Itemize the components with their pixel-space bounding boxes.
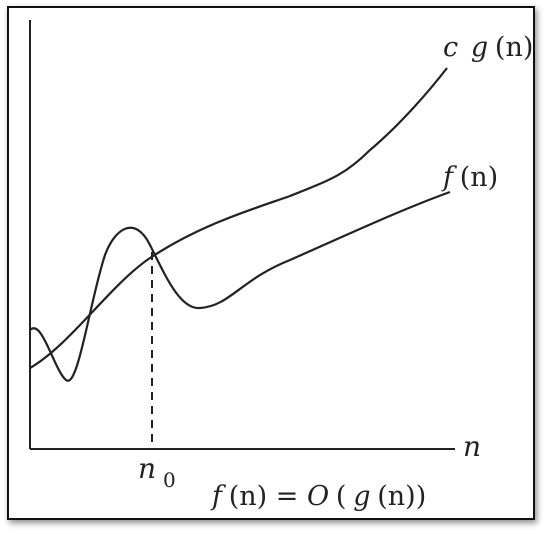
n0-label: n 0: [138, 452, 176, 492]
x-axis-label: n: [463, 430, 481, 463]
cg-label: c g (n): [443, 32, 533, 63]
figure-frame: [7, 6, 535, 520]
big-o-caption: f (n) = O ( g (n)): [210, 481, 426, 512]
f-label: f (n): [441, 162, 498, 193]
f-curve: [29, 190, 451, 382]
cg-curve: [29, 67, 448, 369]
